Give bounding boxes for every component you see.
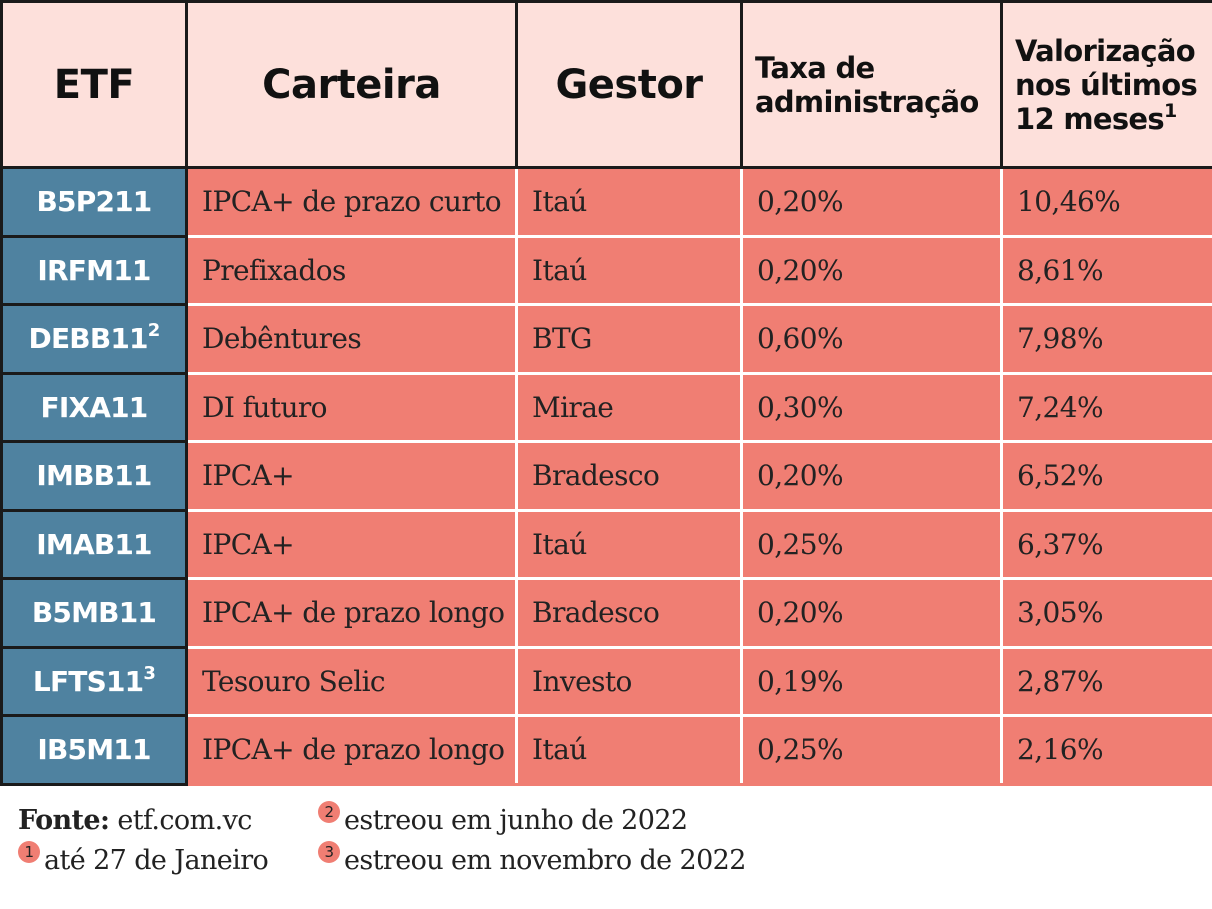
taxa-cell: 0,60% — [741, 304, 1003, 375]
header-gestor: Gestor — [516, 1, 743, 169]
etf-ticker: IMBB11 — [1, 441, 188, 512]
valorizacao-cell: 8,61% — [1001, 236, 1212, 306]
gestor-cell: Bradesco — [516, 441, 743, 512]
carteira-cell: IPCA+ — [186, 441, 518, 512]
etf-table: ETF Carteira Gestor Taxa de administraçã… — [0, 0, 1212, 786]
header-carteira: Carteira — [186, 1, 518, 169]
valorizacao-cell: 6,37% — [1001, 510, 1212, 580]
header-taxa-line1: Taxa de — [755, 50, 875, 85]
header-valorizacao-text: 12 meses — [1015, 101, 1165, 136]
footnote-2: 2 estreou em junho de 2022 — [318, 801, 688, 836]
valorizacao-cell: 7,24% — [1001, 373, 1212, 443]
taxa-cell: 0,20% — [741, 578, 1003, 649]
etf-ticker: B5MB11 — [1, 578, 188, 649]
gestor-cell: Itaú — [516, 236, 743, 306]
taxa-cell: 0,25% — [741, 510, 1003, 580]
etf-ticker-text: IMAB11 — [36, 527, 152, 561]
gestor-cell: Itaú — [516, 167, 743, 238]
header-valorizacao-line1: Valorização — [1015, 33, 1196, 68]
table-body: B5P211 IPCA+ de prazo curto Itaú 0,20% 1… — [1, 167, 1212, 786]
taxa-cell: 0,20% — [741, 236, 1003, 306]
table-row: LFTS113 Tesouro Selic Investo 0,19% 2,87… — [1, 647, 1212, 717]
table-row: IMAB11 IPCA+ Itaú 0,25% 6,37% — [1, 510, 1212, 580]
taxa-cell: 0,19% — [741, 647, 1003, 717]
gestor-cell: Itaú — [516, 715, 743, 786]
header-valorizacao: Valorização nos últimos 12 meses1 — [1001, 1, 1212, 169]
header-etf: ETF — [1, 1, 188, 169]
valorizacao-cell: 2,87% — [1001, 647, 1212, 717]
footnote-text: estreou em junho de 2022 — [344, 804, 688, 836]
footnote-ref-1: 1 — [1163, 99, 1177, 122]
table-header: ETF Carteira Gestor Taxa de administraçã… — [1, 1, 1212, 169]
etf-ticker: B5P211 — [1, 167, 188, 238]
etf-ticker: IRFM11 — [1, 236, 188, 306]
footnote-marker: 2 — [318, 801, 340, 823]
gestor-cell: Itaú — [516, 510, 743, 580]
footnote-text: estreou em novembro de 2022 — [344, 844, 746, 876]
footnote-text: até 27 de Janeiro — [44, 844, 269, 876]
source-value: etf.com.vc — [117, 804, 252, 836]
etf-ticker-text: IB5M11 — [37, 733, 151, 767]
carteira-cell: Prefixados — [186, 236, 518, 306]
taxa-cell: 0,30% — [741, 373, 1003, 443]
taxa-cell: 0,20% — [741, 167, 1003, 238]
carteira-cell: IPCA+ de prazo longo — [186, 578, 518, 649]
etf-ticker-text: IRFM11 — [37, 253, 151, 287]
valorizacao-cell: 2,16% — [1001, 715, 1212, 786]
valorizacao-cell: 10,46% — [1001, 167, 1212, 238]
source-note: Fonte: etf.com.vc — [18, 805, 318, 836]
footnote-marker: 1 — [18, 841, 40, 863]
table-row: IMBB11 IPCA+ Bradesco 0,20% 6,52% — [1, 441, 1212, 512]
header-taxa: Taxa de administração — [741, 1, 1003, 169]
etf-ticker-text: B5P211 — [36, 185, 153, 219]
carteira-cell: Tesouro Selic — [186, 647, 518, 717]
table-row: DEBB112 Debêntures BTG 0,60% 7,98% — [1, 304, 1212, 375]
footnote-3: 3 estreou em novembro de 2022 — [318, 841, 746, 876]
etf-ticker: DEBB112 — [1, 304, 188, 375]
source-label: Fonte: — [18, 804, 110, 836]
etf-ticker-text: IMBB11 — [36, 459, 152, 493]
etf-ticker-text: FIXA11 — [40, 390, 149, 424]
footnote-row: Fonte: etf.com.vc 2 estreou em junho de … — [18, 800, 1198, 840]
etf-footnote-ref: 3 — [143, 662, 156, 684]
footnote-1: 1 até 27 de Janeiro — [18, 841, 318, 876]
carteira-cell: IPCA+ de prazo curto — [186, 167, 518, 238]
table-row: B5MB11 IPCA+ de prazo longo Bradesco 0,2… — [1, 578, 1212, 649]
table-row: FIXA11 DI futuro Mirae 0,30% 7,24% — [1, 373, 1212, 443]
footnote-row: 1 até 27 de Janeiro 3 estreou em novembr… — [18, 840, 1198, 880]
etf-ticker-text: DEBB11 — [28, 322, 149, 356]
header-row: ETF Carteira Gestor Taxa de administraçã… — [1, 1, 1212, 169]
gestor-cell: Mirae — [516, 373, 743, 443]
table-row: IRFM11 Prefixados Itaú 0,20% 8,61% — [1, 236, 1212, 306]
etf-ticker: IB5M11 — [1, 715, 188, 786]
valorizacao-cell: 6,52% — [1001, 441, 1212, 512]
etf-footnote-ref: 2 — [147, 320, 161, 342]
taxa-cell: 0,20% — [741, 441, 1003, 512]
gestor-cell: BTG — [516, 304, 743, 375]
etf-ticker-text: B5MB11 — [31, 596, 157, 630]
table-row: IB5M11 IPCA+ de prazo longo Itaú 0,25% 2… — [1, 715, 1212, 786]
table-row: B5P211 IPCA+ de prazo curto Itaú 0,20% 1… — [1, 167, 1212, 238]
gestor-cell: Bradesco — [516, 578, 743, 649]
carteira-cell: IPCA+ — [186, 510, 518, 580]
etf-ticker-text: LFTS11 — [32, 664, 144, 698]
gestor-cell: Investo — [516, 647, 743, 717]
footnotes: Fonte: etf.com.vc 2 estreou em junho de … — [18, 800, 1198, 880]
carteira-cell: DI futuro — [186, 373, 518, 443]
etf-ticker: FIXA11 — [1, 373, 188, 443]
header-valorizacao-line2: nos últimos — [1015, 67, 1198, 102]
header-taxa-line2: administração — [755, 84, 979, 119]
taxa-cell: 0,25% — [741, 715, 1003, 786]
valorizacao-cell: 3,05% — [1001, 578, 1212, 649]
footnote-marker: 3 — [318, 841, 340, 863]
header-valorizacao-line3: 12 meses1 — [1015, 99, 1202, 136]
etf-ticker: LFTS113 — [1, 647, 188, 717]
carteira-cell: IPCA+ de prazo longo — [186, 715, 518, 786]
etf-ticker: IMAB11 — [1, 510, 188, 580]
valorizacao-cell: 7,98% — [1001, 304, 1212, 375]
carteira-cell: Debêntures — [186, 304, 518, 375]
